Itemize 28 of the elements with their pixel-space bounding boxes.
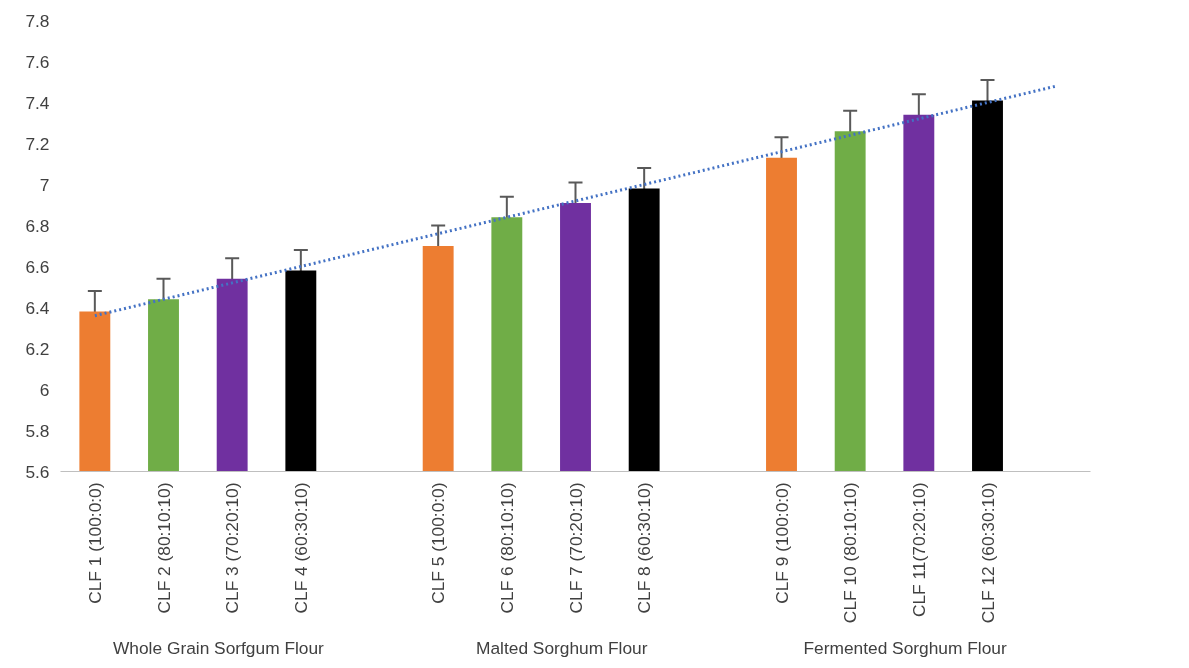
x-tick-label: CLF 8 (60:30:10) (634, 482, 655, 614)
x-tick-label: CLF 10 (80:10:10) (840, 482, 861, 624)
x-tick-label: CLF 7 (70:20:10) (565, 482, 586, 614)
x-tick-label: CLF 6 (80:10:10) (496, 482, 517, 614)
y-tick-label: 6 (39, 379, 50, 400)
x-tick-label: CLF 11(70:20:10) (908, 482, 929, 618)
x-tick-label: CLF 12 (60:30:10) (977, 482, 998, 624)
y-tick-label: 5.8 (25, 420, 50, 441)
y-tick-label: 6.2 (25, 338, 50, 359)
x-tick-label: CLF 4 (60:30:10) (290, 482, 311, 614)
x-tick-label: CLF 9 (100:0:0) (771, 482, 792, 604)
text: Malted Sorghum Flour (476, 637, 648, 658)
y-tick-label: 7.6 (25, 51, 50, 72)
text: Whole Grain Sorfgum Flour (112, 637, 325, 658)
x-tick-label: CLF 3 (70:20:10) (222, 482, 243, 614)
y-tick-label: 7.2 (25, 133, 50, 154)
y-tick-label: 6.6 (25, 256, 50, 277)
y-tick-label: 7.8 (25, 10, 50, 31)
y-tick-label: 7.4 (25, 92, 50, 113)
x-tick-label: CLF 2 (80:10:10) (153, 482, 174, 614)
y-tick-label: 6.8 (25, 215, 50, 236)
text: Fermented Sorghum Flour (803, 637, 1007, 658)
x-tick-label: CLF 1 (100:0:0) (84, 482, 105, 604)
x-tick-label: CLF 5 (100:0:0) (428, 482, 449, 604)
y-tick-label: 5.6 (25, 461, 50, 482)
y-tick-label: 6.4 (25, 297, 50, 318)
line-series (93, 84, 1058, 318)
y-tick-label: 7 (39, 174, 50, 195)
